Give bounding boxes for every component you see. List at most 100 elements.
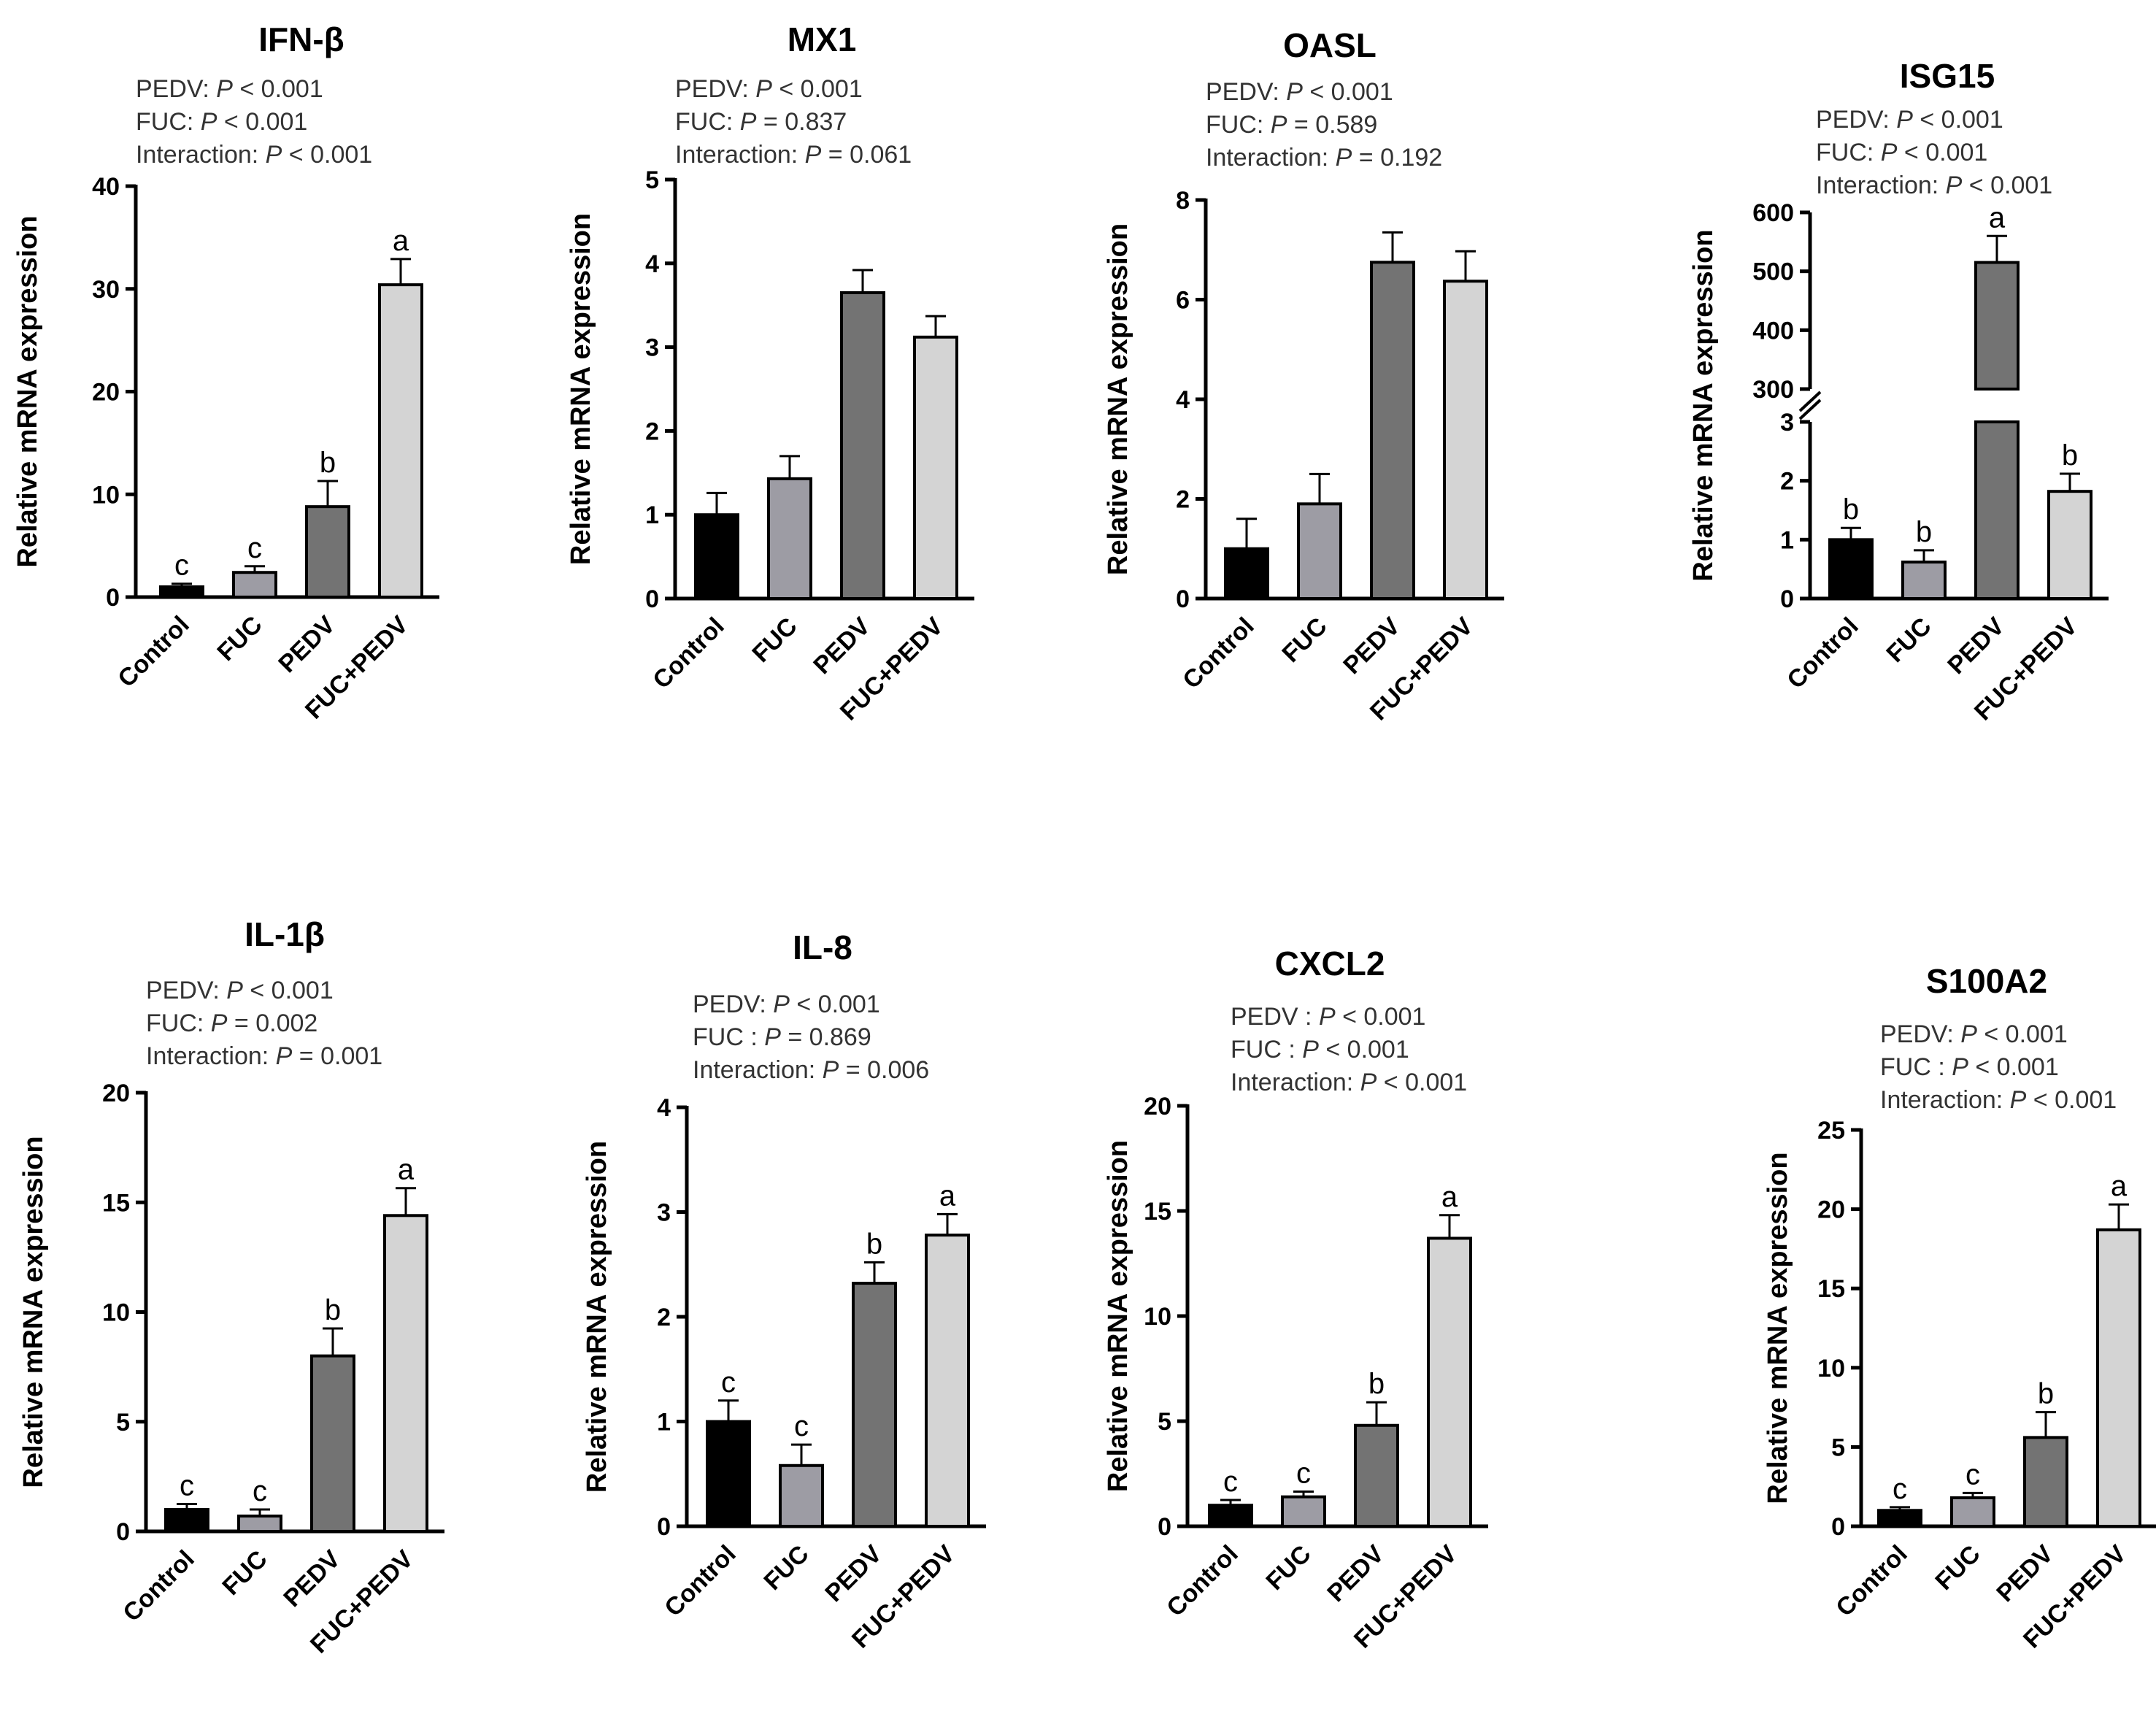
- stat-label: Interaction:: [1880, 1086, 2010, 1114]
- chart-mx1: MX1 PEDV: P < 0.001 FUC: P = 0.837 Interact…: [566, 20, 974, 726]
- bar-fuc-pedv: [383, 1214, 428, 1534]
- bar-pedv: [1974, 261, 2020, 391]
- stat-label: PEDV:: [1880, 1020, 1960, 1048]
- stat-value: < 0.001: [217, 108, 307, 136]
- stat-value: = 0.061: [821, 141, 912, 169]
- stat-p: P: [201, 108, 217, 136]
- stat-p: P: [755, 75, 772, 103]
- significance-letter: a: [398, 1154, 415, 1186]
- bar-pedv: [852, 1282, 897, 1528]
- stat-line: PEDV: P < 0.001: [1880, 1020, 2068, 1048]
- stat-p: P: [764, 1023, 781, 1051]
- x-tick-label: PEDV: [1942, 612, 2010, 680]
- y-tick-label: 5: [645, 166, 659, 194]
- stat-p: P: [266, 141, 282, 169]
- bar-control: [159, 585, 204, 599]
- y-axis-label: Relative mRNA expression: [566, 213, 596, 565]
- stat-line: PEDV : P < 0.001: [1231, 1003, 1425, 1031]
- stat-value: = 0.869: [781, 1023, 871, 1051]
- bar-fuc: [232, 571, 277, 599]
- y-tick-label: 1: [657, 1409, 671, 1436]
- stat-line: FUC : P < 0.001: [1231, 1036, 1409, 1063]
- y-tick-label: 2: [1176, 486, 1190, 514]
- x-tick-label: FUC: [747, 612, 802, 668]
- significance-letter: c: [180, 1469, 194, 1501]
- stat-value: < 0.001: [243, 977, 334, 1004]
- x-tick-label: FUC: [758, 1540, 814, 1596]
- stat-label: FUC :: [1880, 1053, 1952, 1081]
- stat-line: Interaction: P = 0.001: [146, 1042, 382, 1070]
- y-tick-label: 2: [645, 418, 659, 445]
- bar-fuc: [1297, 502, 1342, 601]
- bar-pedv: [840, 291, 885, 600]
- stat-value: < 0.001: [2026, 1086, 2117, 1114]
- significance-letter: c: [253, 1475, 267, 1507]
- x-tick-label: PEDV: [278, 1545, 346, 1613]
- significance-letter: c: [721, 1366, 736, 1399]
- bar-fuc-pedv: [913, 335, 958, 600]
- stat-p: P: [226, 977, 243, 1004]
- significance-letter: a: [939, 1180, 956, 1212]
- axis-break-mark: [1798, 391, 1822, 412]
- x-tick-label: Control: [1161, 1540, 1243, 1622]
- bar-pedv: [1354, 1423, 1399, 1528]
- chart-title: IFN-β: [258, 20, 344, 58]
- stat-p: P: [211, 1009, 228, 1037]
- stat-line: Interaction: P < 0.001: [136, 141, 372, 169]
- stat-line: FUC : P < 0.001: [1880, 1053, 2059, 1081]
- y-tick-label: 3: [657, 1199, 671, 1227]
- stat-line: Interaction: P < 0.001: [1880, 1086, 2117, 1114]
- stat-p: P: [1952, 1053, 1968, 1081]
- x-tick-label: PEDV: [1991, 1540, 2059, 1608]
- stat-label: Interaction:: [136, 141, 266, 169]
- significance-letter: b: [325, 1294, 341, 1326]
- bar-fuc-pedv: [925, 1234, 970, 1528]
- y-tick-label: 3: [1780, 409, 1794, 436]
- stat-line: PEDV: P < 0.001: [693, 991, 880, 1018]
- bar-control: [706, 1420, 751, 1528]
- y-tick-label: 8: [1176, 187, 1190, 215]
- bar-fuc: [767, 477, 812, 600]
- y-tick-label: 30: [92, 276, 120, 304]
- significance-letter: a: [1441, 1181, 1458, 1213]
- significance-letter: c: [247, 532, 262, 564]
- stat-p: P: [740, 108, 757, 136]
- stat-value: < 0.001: [790, 991, 880, 1018]
- stat-label: PEDV:: [1206, 78, 1286, 106]
- bar-fuc: [1950, 1496, 1995, 1528]
- stat-line: Interaction: P = 0.061: [675, 141, 912, 169]
- bar-control: [694, 513, 739, 601]
- y-tick-label: 600: [1752, 199, 1794, 227]
- significance-letter: b: [2038, 1378, 2054, 1410]
- y-tick-label: 15: [102, 1189, 130, 1217]
- y-tick-label: 5: [116, 1409, 130, 1436]
- stat-line: PEDV: P < 0.001: [146, 977, 334, 1004]
- bar-pedv-lower: [1974, 420, 2020, 600]
- stat-line: PEDV: P < 0.001: [1206, 78, 1393, 106]
- stat-line: Interaction: P = 0.006: [693, 1056, 929, 1084]
- stat-value: < 0.001: [233, 75, 323, 103]
- y-axis-label: Relative mRNA expression: [18, 1136, 49, 1488]
- stat-line: FUC: P = 0.002: [146, 1009, 317, 1037]
- y-tick-label: 10: [102, 1299, 130, 1327]
- stat-label: FUC:: [1816, 139, 1881, 166]
- stat-p: P: [1896, 106, 1913, 134]
- x-tick-label: Control: [1782, 612, 1863, 694]
- y-tick-label: 20: [1144, 1093, 1171, 1120]
- y-tick-label: 5: [1158, 1408, 1171, 1436]
- stat-label: FUC:: [146, 1009, 211, 1037]
- x-tick-label: Control: [647, 612, 729, 694]
- stat-value: = 0.589: [1287, 111, 1377, 139]
- stat-line: PEDV: P < 0.001: [675, 75, 863, 103]
- stat-value: = 0.002: [227, 1009, 317, 1037]
- x-tick-label: PEDV: [273, 611, 341, 679]
- x-tick-label: PEDV: [1322, 1540, 1390, 1608]
- y-tick-label: 15: [1817, 1275, 1845, 1303]
- bar-fuc-pedv: [2096, 1228, 2141, 1528]
- stat-label: Interaction:: [146, 1042, 276, 1070]
- stat-p: P: [1286, 78, 1303, 106]
- bar-fuc-pedv: [1443, 280, 1488, 600]
- stat-line: FUC: P = 0.837: [675, 108, 847, 136]
- y-tick-label: 0: [1780, 585, 1794, 613]
